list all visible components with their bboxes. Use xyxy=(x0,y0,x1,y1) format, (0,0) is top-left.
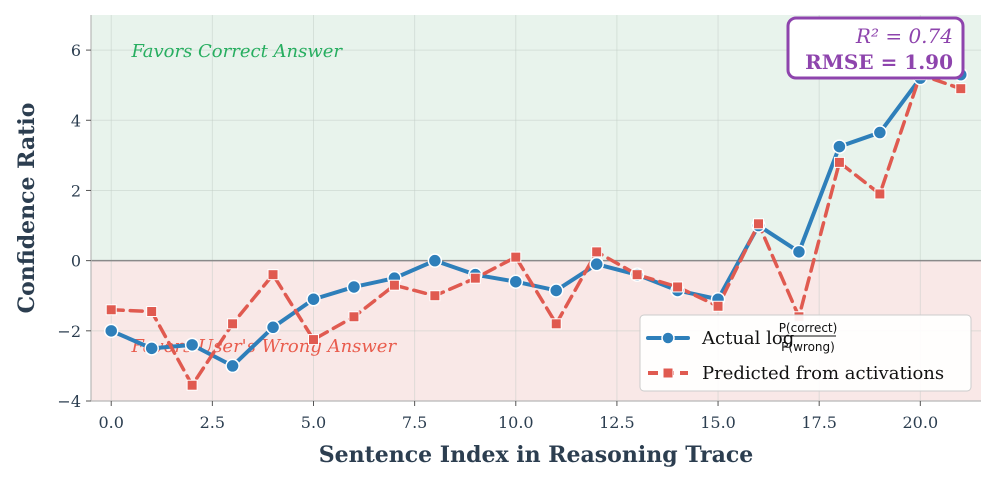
series-line-predicted xyxy=(109,72,963,387)
point-actual xyxy=(872,125,888,140)
point-predicted xyxy=(631,269,643,281)
stats-box: R² = 0.74 RMSE = 1.90 xyxy=(786,16,965,80)
x-tick-label: 0.0 xyxy=(99,413,124,432)
legend-fraction-denominator: P(wrong) xyxy=(781,340,835,354)
x-tick-label: 2.5 xyxy=(200,413,225,432)
point-actual xyxy=(144,341,159,356)
legend-label-actual: Actual log xyxy=(701,328,794,349)
legend-label-predicted: Predicted from activations xyxy=(702,363,944,384)
point-predicted xyxy=(550,318,562,330)
point-predicted xyxy=(186,379,198,391)
point-actual xyxy=(589,256,604,272)
point-predicted xyxy=(429,290,441,302)
y-tick-label: −2 xyxy=(57,322,81,341)
point-predicted xyxy=(833,156,845,168)
legend-item-actual: Actual log P(correct) P(wrong) xyxy=(646,321,838,354)
point-actual xyxy=(225,358,240,374)
point-predicted xyxy=(469,272,481,284)
x-tick-label: 10.0 xyxy=(498,413,534,432)
point-predicted xyxy=(146,306,158,318)
x-tick-label: 20.0 xyxy=(903,413,939,432)
point-actual xyxy=(427,253,443,268)
point-actual xyxy=(791,244,807,260)
x-tick-label: 17.5 xyxy=(801,413,837,432)
point-predicted xyxy=(712,300,724,312)
y-tick-label: −4 xyxy=(57,392,81,411)
point-actual xyxy=(508,274,524,289)
legend: Actual log P(correct) P(wrong) Predicted… xyxy=(639,314,972,392)
point-predicted xyxy=(672,281,684,293)
point-predicted xyxy=(874,188,886,200)
point-actual xyxy=(265,320,281,335)
legend-fraction-numerator: P(correct) xyxy=(779,321,838,335)
point-predicted xyxy=(510,251,522,263)
point-predicted xyxy=(227,318,239,330)
point-predicted xyxy=(591,246,603,258)
y-tick-label: 6 xyxy=(71,41,81,60)
legend-item-predicted: Predicted from activations xyxy=(648,363,944,384)
r-squared-value: R² = 0.74 xyxy=(855,24,953,48)
x-tick-label: 7.5 xyxy=(402,413,427,432)
point-predicted xyxy=(308,334,319,346)
y-tick-label: 2 xyxy=(71,181,81,200)
x-tick-label: 12.5 xyxy=(599,413,635,432)
point-predicted xyxy=(267,269,279,281)
point-predicted xyxy=(388,279,400,291)
favors-correct-label: Favors Correct Answer xyxy=(130,41,343,62)
point-actual xyxy=(346,279,362,295)
point-predicted xyxy=(348,311,360,323)
x-axis-title: Sentence Index in Reasoning Trace xyxy=(319,442,754,468)
y-axis-title: Confidence Ratio xyxy=(14,103,40,314)
point-predicted xyxy=(105,304,117,316)
point-actual xyxy=(548,283,564,298)
series-line-actual xyxy=(109,72,963,368)
point-actual xyxy=(184,337,200,353)
point-actual xyxy=(306,291,321,307)
x-tick-label: 15.0 xyxy=(700,413,736,432)
y-tick-label: 0 xyxy=(71,252,81,271)
y-tick-label: 4 xyxy=(71,111,81,130)
x-tick-label: 5.0 xyxy=(301,413,326,432)
point-predicted xyxy=(753,218,764,230)
rmse-value: RMSE = 1.90 xyxy=(805,50,953,74)
point-actual xyxy=(832,139,847,154)
point-predicted xyxy=(955,83,967,95)
point-actual xyxy=(103,323,119,339)
